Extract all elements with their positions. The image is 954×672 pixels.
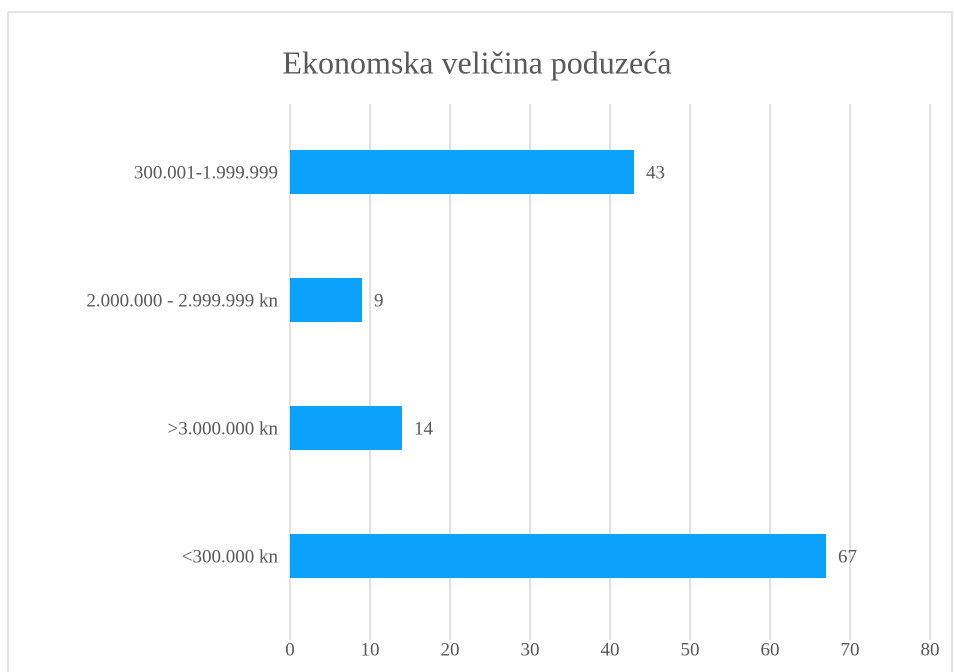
x-tick-label: 40	[601, 639, 620, 660]
y-tick-label: 2.000.000 - 2.999.999 kn	[86, 290, 278, 311]
chart-title: Ekonomska veličina poduzeća	[282, 44, 671, 80]
data-label: 9	[374, 290, 384, 311]
x-tick-label: 70	[841, 639, 860, 660]
bar	[290, 406, 402, 450]
bar	[290, 278, 362, 322]
x-tick-label: 10	[361, 639, 380, 660]
x-tick-label: 50	[681, 639, 700, 660]
bar	[290, 534, 826, 578]
y-tick-label: >3.000.000 kn	[168, 418, 279, 439]
bar	[290, 150, 634, 194]
x-tick-label: 80	[921, 639, 940, 660]
data-label: 67	[838, 546, 857, 567]
x-tick-label: 20	[441, 639, 460, 660]
x-tick-label: 30	[521, 639, 540, 660]
y-tick-label: <300.000 kn	[182, 546, 279, 567]
x-tick-label: 60	[761, 639, 780, 660]
data-label: 43	[646, 162, 665, 183]
y-tick-label: 300.001-1.999.999	[134, 162, 278, 183]
x-tick-label: 0	[285, 639, 295, 660]
data-label: 14	[414, 418, 434, 439]
